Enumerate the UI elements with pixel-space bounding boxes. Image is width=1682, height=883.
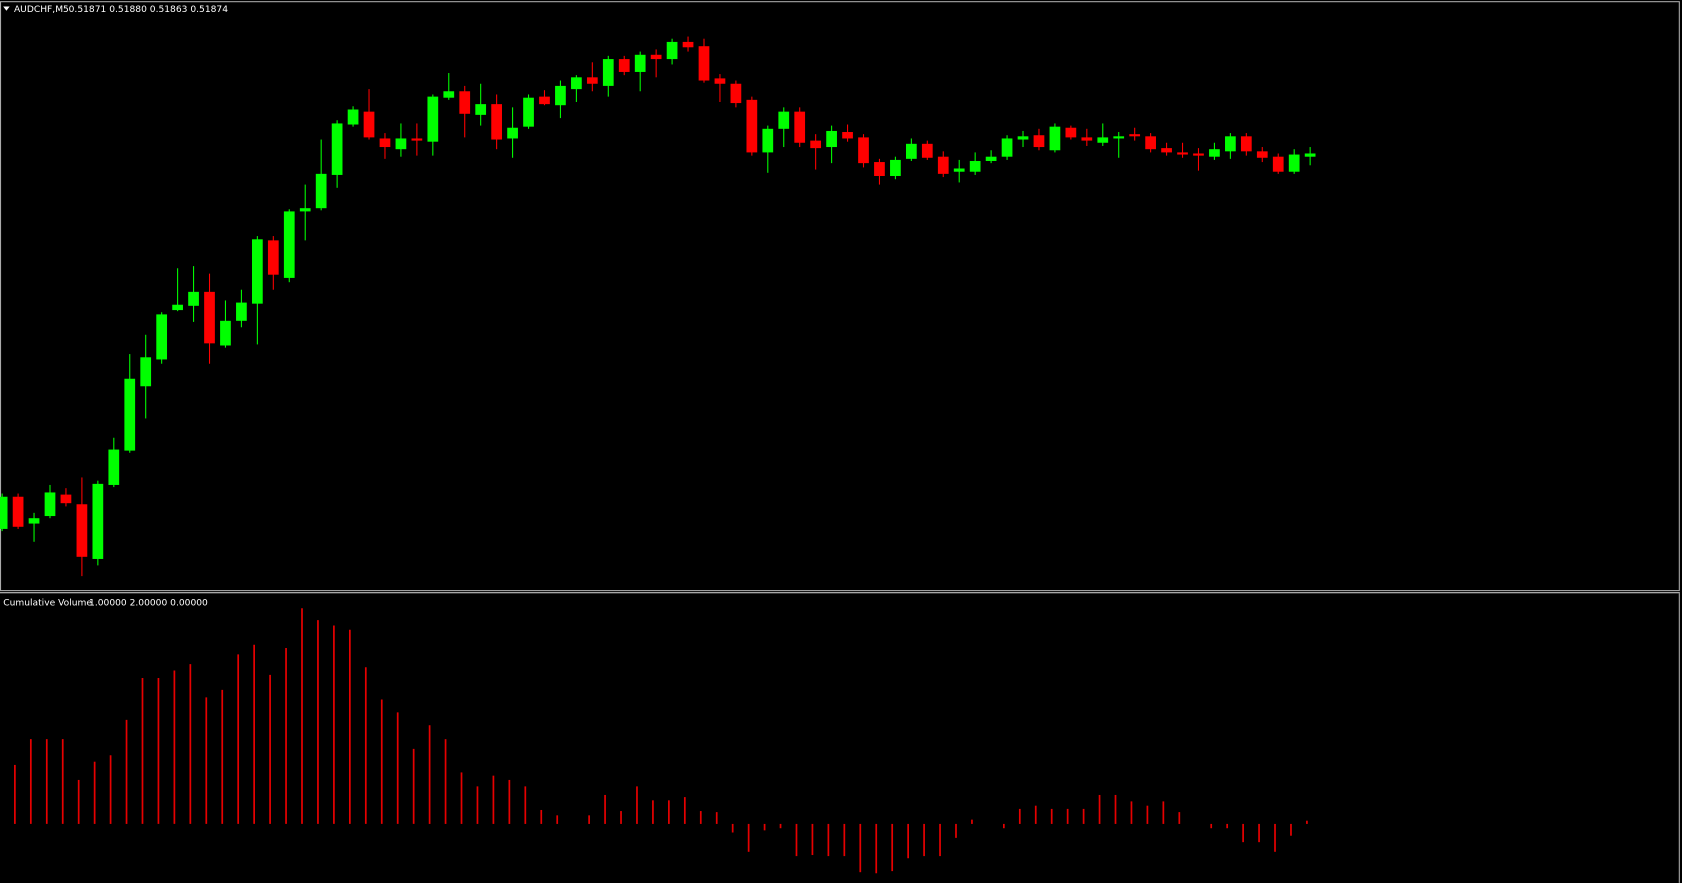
candle-body bbox=[108, 449, 120, 485]
dropdown-icon bbox=[3, 6, 10, 11]
candle-body bbox=[953, 168, 965, 172]
candle-body bbox=[0, 496, 8, 529]
candle-body bbox=[842, 132, 853, 139]
candle-body bbox=[172, 304, 183, 311]
candle-body bbox=[985, 156, 997, 161]
candle-body bbox=[459, 91, 471, 114]
candle-body bbox=[1177, 152, 1188, 155]
candle-body bbox=[650, 54, 662, 60]
candle-body bbox=[236, 302, 247, 321]
candle-body bbox=[1017, 136, 1029, 140]
candle-body bbox=[1113, 136, 1125, 139]
candle-body bbox=[1288, 154, 1300, 172]
candle-body bbox=[188, 291, 199, 306]
candle-body bbox=[969, 160, 981, 172]
candle-body bbox=[140, 357, 152, 387]
candle-body bbox=[1240, 136, 1252, 152]
candle-body bbox=[204, 291, 215, 344]
candle-body bbox=[507, 127, 518, 139]
candle-body bbox=[698, 46, 710, 81]
candle-body bbox=[682, 41, 694, 48]
candle-body bbox=[858, 137, 869, 164]
candle-body bbox=[427, 96, 439, 142]
candle-body bbox=[1001, 138, 1013, 157]
candle-body bbox=[905, 143, 917, 159]
candle-body bbox=[890, 159, 901, 177]
candle-body bbox=[28, 518, 40, 524]
candle-body bbox=[1209, 149, 1220, 157]
candle-body bbox=[44, 492, 56, 517]
candle-body bbox=[1272, 156, 1284, 172]
candle-body bbox=[443, 91, 455, 98]
candle-body bbox=[586, 77, 598, 84]
candle-body bbox=[475, 104, 487, 115]
candle-body bbox=[714, 78, 726, 84]
candle-body bbox=[730, 83, 742, 104]
candle-body bbox=[778, 111, 790, 129]
candle-body bbox=[92, 483, 104, 559]
candle-body bbox=[395, 138, 407, 150]
candle-body bbox=[810, 140, 822, 149]
candle-body bbox=[618, 59, 630, 72]
candle-body bbox=[874, 162, 885, 177]
symbol-label: AUDCHF,M5 bbox=[14, 5, 69, 15]
candle-body bbox=[1129, 134, 1141, 137]
candle-body bbox=[1256, 151, 1268, 158]
candle-body bbox=[347, 109, 359, 125]
candle-body bbox=[1097, 137, 1109, 143]
candle-body bbox=[1304, 153, 1316, 157]
candle-body bbox=[1065, 127, 1077, 138]
candle-body bbox=[156, 314, 168, 360]
candle-body bbox=[1033, 135, 1045, 148]
candle-body bbox=[363, 111, 375, 138]
candle-body bbox=[379, 138, 391, 148]
candle-body bbox=[124, 378, 136, 451]
candle-body bbox=[283, 211, 295, 278]
candle-body bbox=[315, 173, 327, 209]
candle-body bbox=[411, 138, 423, 141]
candle-body bbox=[331, 123, 343, 175]
candle-body bbox=[762, 128, 774, 153]
candle-body bbox=[937, 156, 949, 174]
candle-body bbox=[1145, 136, 1156, 150]
candle-body bbox=[666, 41, 678, 60]
candle-body bbox=[602, 59, 614, 86]
candle-body bbox=[251, 239, 263, 304]
candle-body bbox=[1049, 126, 1061, 151]
candle-body bbox=[1225, 136, 1236, 152]
candle-body bbox=[794, 111, 806, 143]
candle-body bbox=[634, 54, 646, 72]
candle-body bbox=[746, 99, 758, 153]
candle-body bbox=[220, 320, 231, 346]
candle-body bbox=[555, 85, 566, 106]
candle-body bbox=[571, 77, 582, 90]
candle-body bbox=[299, 208, 311, 212]
candle-body bbox=[921, 143, 933, 158]
candle-body bbox=[491, 104, 502, 140]
candle-body bbox=[267, 240, 279, 275]
candle-body bbox=[1193, 153, 1204, 156]
candle-body bbox=[1161, 148, 1172, 153]
candle-body bbox=[76, 504, 88, 557]
candle-body bbox=[826, 130, 837, 148]
candle-body bbox=[1081, 137, 1093, 141]
candle-body bbox=[12, 496, 24, 527]
main-pane-border bbox=[0, 1, 1680, 592]
quote-label: 0.51871 0.51880 0.51863 0.51874 bbox=[69, 5, 229, 15]
candle-body bbox=[523, 97, 534, 127]
candle-body bbox=[60, 494, 72, 504]
indicator-params: 1.00000 2.00000 0.00000 bbox=[89, 598, 208, 608]
indicator-label: Cumulative Volume bbox=[3, 598, 92, 608]
candle-body bbox=[539, 96, 550, 105]
